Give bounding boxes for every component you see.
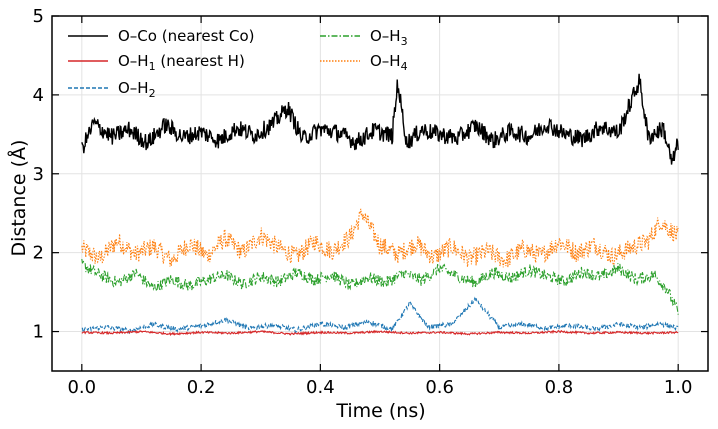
legend-label-main: O–H bbox=[370, 52, 401, 70]
x-tick-label: 0.4 bbox=[306, 377, 335, 398]
legend-label: O–H2 bbox=[118, 79, 156, 100]
legend-label-suffix: (nearest H) bbox=[156, 52, 245, 70]
legend-label: O–H1 (nearest H) bbox=[118, 52, 245, 73]
legend: O–Co (nearest Co)O–H1 (nearest H)O–H2O–H… bbox=[68, 27, 408, 100]
tick-labels: 0.0 0.2 0.4 0.6 0.8 1.0 1 2 3 4 5 bbox=[33, 6, 693, 398]
y-tick-label: 1 bbox=[33, 322, 44, 343]
x-tick-label: 0.2 bbox=[187, 377, 216, 398]
series-line-1 bbox=[81, 329, 679, 337]
legend-label: O–Co (nearest Co) bbox=[118, 27, 255, 45]
x-tick-label: 0.8 bbox=[545, 377, 574, 398]
y-tick-label: 4 bbox=[33, 85, 44, 106]
legend-label-subscript: 4 bbox=[401, 60, 408, 73]
y-tick-label: 2 bbox=[33, 243, 44, 264]
legend-label-main: O–H bbox=[118, 79, 149, 97]
y-tick-label: 3 bbox=[33, 164, 44, 185]
legend-label-main: O–H bbox=[370, 27, 401, 45]
legend-label-main: O–H bbox=[118, 52, 149, 70]
y-tick-label: 5 bbox=[33, 6, 44, 27]
series-line-3 bbox=[81, 258, 679, 315]
legend-label-subscript: 1 bbox=[149, 60, 156, 73]
legend-label: O–H3 bbox=[370, 27, 408, 48]
x-tick-label: 0.6 bbox=[425, 377, 454, 398]
plot-frame bbox=[51, 15, 709, 372]
series-line-4 bbox=[81, 208, 679, 268]
x-tick-label: 1.0 bbox=[664, 377, 693, 398]
x-axis-label: Time (ns) bbox=[335, 400, 425, 422]
series-line-0 bbox=[81, 73, 679, 165]
y-axis-label: Distance (Å) bbox=[7, 140, 30, 257]
legend-label-subscript: 2 bbox=[149, 87, 156, 100]
legend-label: O–H4 bbox=[370, 52, 408, 73]
legend-label-subscript: 3 bbox=[401, 35, 408, 48]
series-line-2 bbox=[81, 296, 679, 334]
x-tick-label: 0.0 bbox=[67, 377, 96, 398]
series-layer bbox=[81, 73, 679, 337]
legend-label-main: O–Co (nearest Co) bbox=[118, 27, 255, 45]
ticks bbox=[52, 15, 708, 371]
